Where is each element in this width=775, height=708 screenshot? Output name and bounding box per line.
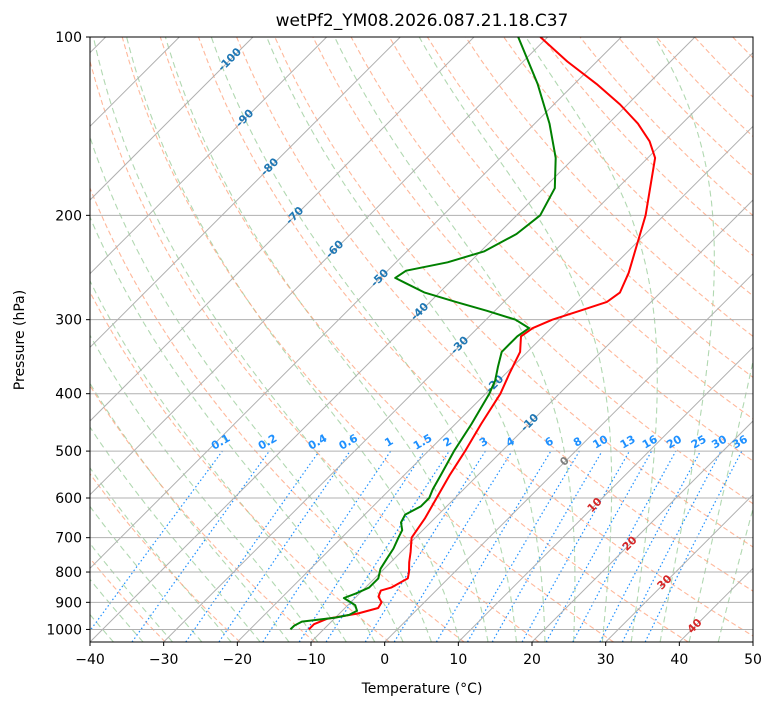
moist-adiabat — [90, 334, 319, 642]
mixing-ratio-line — [393, 450, 513, 642]
mixing-ratio-line — [545, 450, 653, 642]
pressure-grid — [90, 37, 753, 630]
moist-adiabat — [334, 37, 576, 642]
y-tick-label: 200 — [55, 208, 82, 224]
mixing-ratio-line — [521, 450, 631, 642]
moist-adiabat — [525, 37, 658, 642]
x-tick-label: −40 — [75, 652, 105, 668]
y-axis-label: Pressure (hPa) — [12, 290, 28, 390]
isotherm — [163, 51, 753, 642]
y-tick-label: 600 — [55, 491, 82, 507]
moist-adiabat — [90, 505, 203, 642]
dry-adiabat — [90, 472, 241, 642]
dry-adiabat — [90, 290, 390, 642]
x-axis: −40 −30 −20 −10 0 10 20 30 40 50 — [75, 642, 762, 668]
x-tick-label: 20 — [523, 652, 541, 668]
dry-adiabat — [90, 557, 166, 642]
y-axis: 1000 900 800 700 600 500 400 300 200 100 — [46, 30, 90, 638]
moist-adiabat — [688, 358, 753, 642]
moist-adiabat — [654, 37, 715, 642]
isotherm — [90, 37, 401, 349]
isotherm — [90, 37, 328, 275]
dry-adiabat — [503, 37, 753, 297]
mixing-ratio-line — [131, 450, 270, 642]
y-tick-label: 100 — [55, 30, 82, 46]
chart-title: wetPf2_YM08.2026.087.21.18.C37 — [276, 11, 569, 31]
moist-adiabat — [90, 426, 261, 642]
y-tick-label: 1000 — [46, 622, 82, 638]
isotherm — [752, 641, 753, 642]
y-tick-label: 900 — [55, 595, 82, 611]
moist-adiabat — [210, 37, 518, 642]
isotherm — [531, 420, 753, 642]
isotherm — [457, 346, 753, 642]
y-tick-label: 400 — [55, 387, 82, 403]
x-tick-label: −10 — [296, 652, 326, 668]
mixing-ratio-line — [262, 450, 392, 642]
dry-adiabat — [121, 37, 614, 642]
moist-adiabat — [126, 37, 461, 642]
moist-adiabat — [90, 578, 144, 642]
x-tick-label: 30 — [597, 652, 615, 668]
dry-adiabat — [236, 37, 753, 592]
plot-frame — [89, 36, 754, 643]
mixing-ratio-line — [572, 450, 677, 642]
dry-adiabat — [274, 37, 753, 548]
isotherm — [236, 125, 753, 642]
isotherm — [90, 37, 549, 496]
moist-adiabat — [92, 37, 432, 642]
mixing-ratio-line — [185, 450, 320, 642]
x-tick-label: 50 — [744, 652, 762, 668]
plot-background — [90, 37, 753, 642]
isotherm — [90, 37, 696, 642]
isotherm — [90, 37, 475, 422]
x-axis-label: Temperature (°C) — [361, 681, 483, 697]
mixing-ratio-line — [90, 450, 223, 632]
dry-adiabat — [350, 37, 753, 462]
dry-adiabat — [90, 59, 540, 642]
moist-adiabat — [90, 466, 232, 642]
dry-adiabat — [426, 37, 753, 379]
y-tick-label: 500 — [55, 444, 82, 460]
moist-adiabat — [90, 542, 173, 642]
mixing-ratio-line — [298, 450, 425, 642]
mixing-ratio-line — [644, 450, 743, 642]
mixing-ratio-lines — [90, 450, 743, 642]
dry-adiabats — [90, 37, 775, 642]
dewpoint-profile-line — [289, 37, 557, 631]
isotherm — [605, 493, 753, 642]
dry-adiabat — [90, 384, 316, 642]
y-tick-label: 800 — [55, 565, 82, 581]
x-tick-label: −20 — [223, 652, 253, 668]
isotherm — [90, 37, 622, 570]
dry-adiabat — [197, 37, 753, 637]
isotherm — [90, 37, 254, 201]
dry-adiabat — [90, 186, 465, 642]
x-tick-label: 10 — [449, 652, 467, 668]
moist-adiabat — [90, 135, 404, 642]
mixing-ratio-line — [218, 450, 351, 642]
y-tick-label: 700 — [55, 531, 82, 547]
moist-adiabat — [418, 37, 613, 642]
moist-adiabat — [717, 506, 753, 642]
x-tick-label: 40 — [670, 652, 688, 668]
profile-series — [289, 37, 657, 631]
y-tick-label: 300 — [55, 313, 82, 329]
x-tick-label: 0 — [380, 652, 389, 668]
x-tick-label: −30 — [149, 652, 179, 668]
moist-adiabat — [90, 215, 376, 642]
isotherm — [384, 272, 753, 642]
mixing-ratio-line — [325, 450, 450, 642]
dry-adiabat — [771, 37, 775, 642]
dry-adiabat — [159, 37, 689, 642]
moist-adiabat — [266, 37, 546, 642]
temperature-profile-line — [308, 37, 657, 631]
